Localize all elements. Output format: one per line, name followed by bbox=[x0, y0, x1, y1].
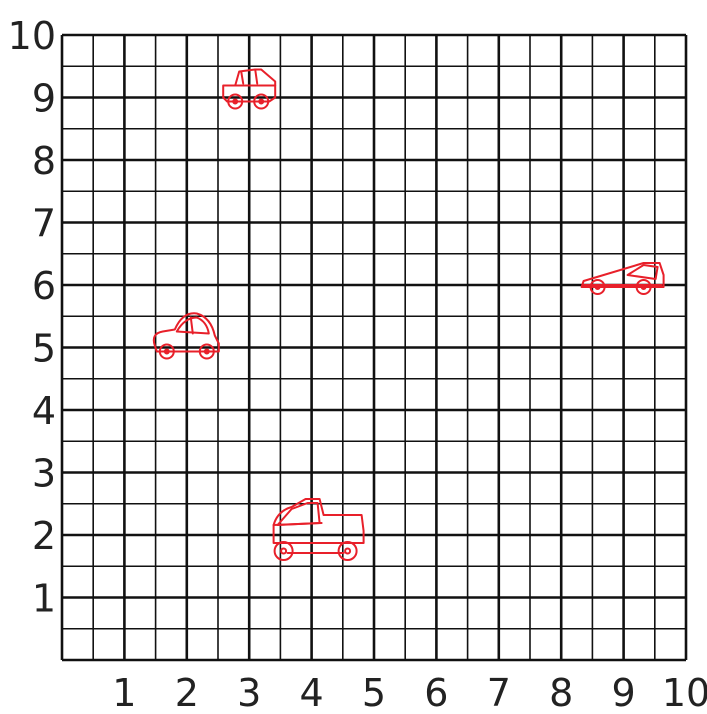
y-tick-label: 9 bbox=[32, 77, 56, 121]
y-tick-label: 5 bbox=[32, 327, 56, 371]
x-tick-label: 9 bbox=[612, 671, 636, 714]
x-tick-label: 2 bbox=[175, 671, 199, 714]
sports-car-icon bbox=[580, 262, 665, 295]
y-tick-label: 6 bbox=[32, 264, 56, 308]
car-markers bbox=[152, 68, 665, 561]
x-tick-label: 4 bbox=[300, 671, 324, 714]
y-tick-label: 3 bbox=[32, 452, 56, 496]
x-tick-label: 10 bbox=[662, 671, 707, 714]
x-tick-label: 6 bbox=[424, 671, 448, 714]
pickup-truck-icon bbox=[272, 498, 365, 561]
y-tick-label: 1 bbox=[32, 577, 56, 621]
y-tick-label: 2 bbox=[32, 514, 56, 558]
x-tick-label: 1 bbox=[112, 671, 136, 714]
x-tick-label: 8 bbox=[549, 671, 573, 714]
x-tick-label: 5 bbox=[362, 671, 386, 714]
y-tick-label: 8 bbox=[32, 139, 56, 183]
y-tick-label: 10 bbox=[8, 14, 56, 58]
x-axis-ticks: 1 2 3 4 5 6 7 8 9 10 bbox=[112, 671, 707, 714]
grid-lines bbox=[60, 33, 688, 662]
y-tick-label: 7 bbox=[32, 202, 56, 246]
x-tick-label: 7 bbox=[487, 671, 511, 714]
y-tick-label: 4 bbox=[32, 389, 56, 433]
x-tick-label: 3 bbox=[237, 671, 261, 714]
beetle-car-icon bbox=[152, 312, 220, 360]
y-axis-ticks: 1 2 3 4 5 6 7 8 9 10 bbox=[8, 14, 56, 621]
jeep-icon bbox=[222, 68, 277, 110]
